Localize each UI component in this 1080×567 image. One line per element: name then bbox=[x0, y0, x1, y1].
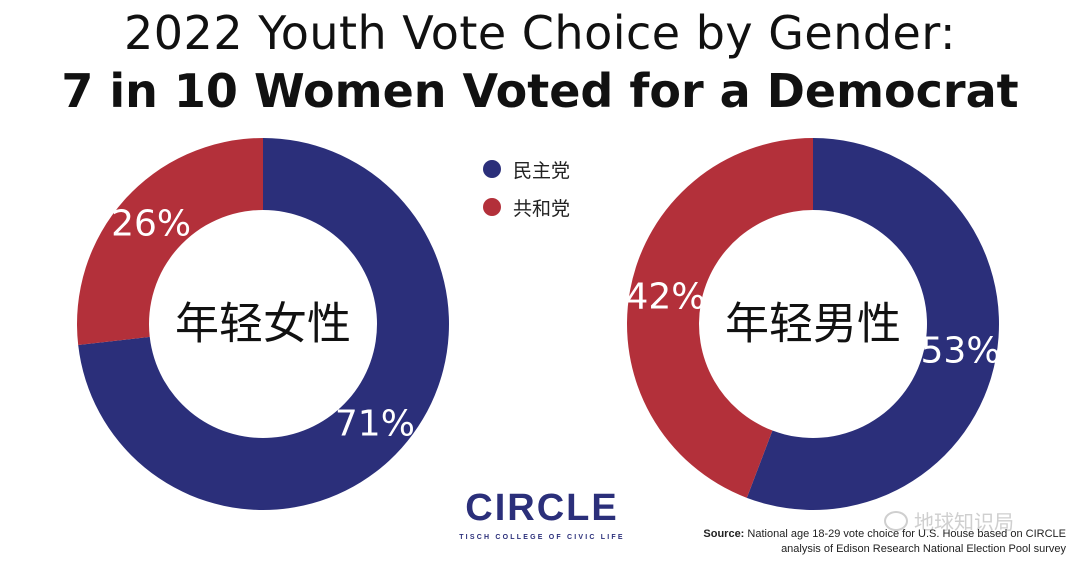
donut-0-slice-0-label: 71% bbox=[335, 403, 415, 444]
donut-1-slice-0-label: 53% bbox=[921, 331, 1001, 372]
circle-logo: CIRCLE TISCH COLLEGE OF CIVIC LIFE bbox=[452, 488, 632, 541]
legend-item-republican: 共和党 bbox=[483, 188, 570, 226]
donut-0-slice-1-label: 26% bbox=[111, 204, 191, 245]
donut-1-slice-0 bbox=[746, 138, 1000, 511]
source-label: Source: bbox=[703, 528, 745, 540]
donut-0-center-label: 年轻女性 bbox=[175, 299, 351, 350]
donut-1-center-label: 年轻男性 bbox=[725, 299, 901, 350]
source-note: Source: National age 18-29 vote choice f… bbox=[686, 527, 1066, 557]
watermark: 地球知识局 bbox=[884, 506, 1014, 535]
donut-0-slice-1 bbox=[76, 138, 263, 346]
legend-swatch-democrat bbox=[483, 160, 501, 178]
donut-0-slice-0 bbox=[78, 138, 450, 511]
chart-subtitle: 7 in 10 Women Voted for a Democrat bbox=[61, 64, 1019, 118]
watermark-text: 地球知识局 bbox=[914, 510, 1014, 534]
legend: 民主党 共和党 bbox=[483, 150, 570, 226]
logo-subtitle: TISCH COLLEGE OF CIVIC LIFE bbox=[459, 534, 625, 541]
legend-swatch-republican bbox=[483, 198, 501, 216]
legend-label-republican: 共和党 bbox=[513, 197, 571, 220]
legend-item-democrat: 民主党 bbox=[483, 150, 570, 188]
donut-1-slice-1 bbox=[627, 138, 813, 498]
wechat-icon bbox=[884, 510, 908, 531]
legend-label-democrat: 民主党 bbox=[513, 159, 571, 182]
donut-1-slice-1-label: 42% bbox=[625, 276, 705, 317]
source-text: National age 18-29 vote choice for U.S. … bbox=[747, 528, 1066, 555]
logo-text: CIRCLE bbox=[465, 487, 619, 529]
chart-title: 2022 Youth Vote Choice by Gender: bbox=[124, 6, 956, 60]
